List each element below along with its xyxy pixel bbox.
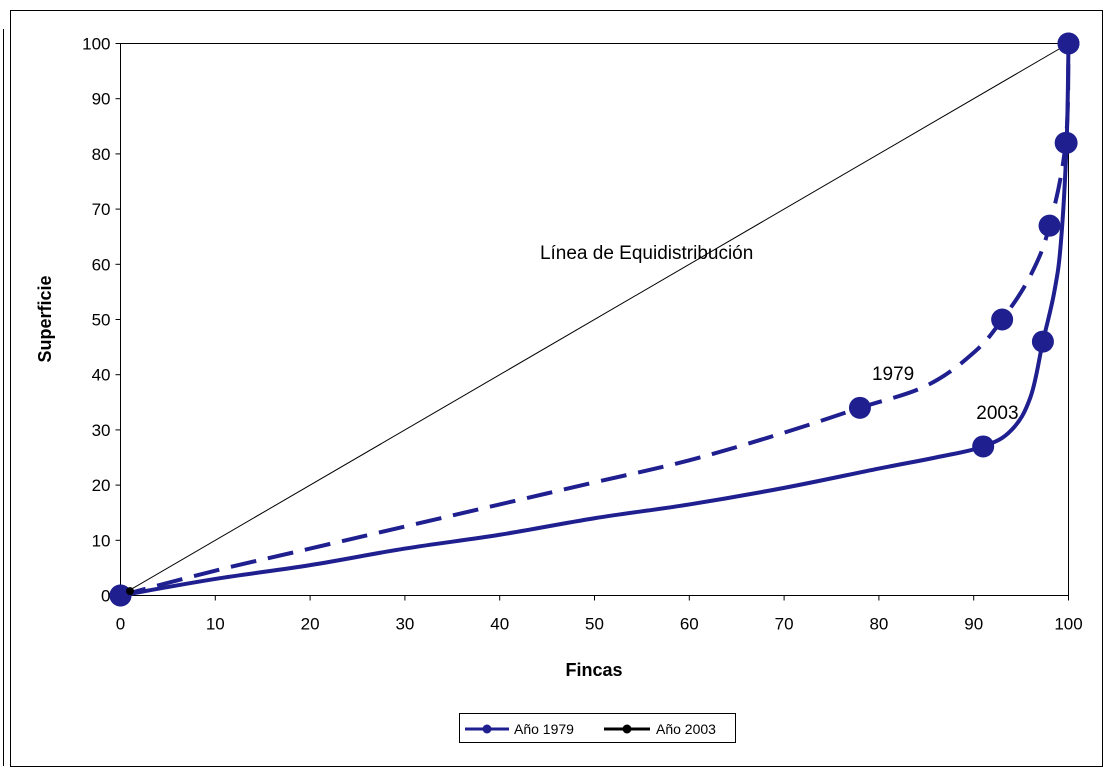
y-tick-label: 60 xyxy=(92,255,111,274)
x-tick-label: 90 xyxy=(964,615,983,634)
legend-marker-2003 xyxy=(622,724,632,734)
legend-marker-1979 xyxy=(482,724,492,734)
x-tick-label: 70 xyxy=(775,615,794,634)
y-axis: 0 10 20 30 40 50 60 70 80 90 100 xyxy=(82,35,121,606)
chart-frame xyxy=(10,10,1103,767)
x-axis-title: Fincas xyxy=(565,660,622,680)
y-tick-label: 10 xyxy=(92,531,111,550)
data-point xyxy=(991,308,1014,331)
x-tick-label: 30 xyxy=(395,615,414,634)
y-tick-label: 100 xyxy=(82,35,110,54)
x-tick-label: 20 xyxy=(301,615,320,634)
y-tick-label: 90 xyxy=(92,90,111,109)
series-line-año-2003 xyxy=(119,43,1071,598)
x-tick-label: 40 xyxy=(490,615,509,634)
series-line-año-1979 xyxy=(120,43,1071,598)
x-tick-label: 50 xyxy=(585,615,604,634)
y-tick-label: 30 xyxy=(92,421,111,440)
x-tick-label: 10 xyxy=(206,615,225,634)
data-point xyxy=(1038,214,1061,237)
data-point xyxy=(1031,330,1054,353)
y-tick-label: 40 xyxy=(92,366,111,385)
x-tick-label: 100 xyxy=(1054,615,1082,634)
y-tick-label: 50 xyxy=(92,311,111,330)
annotation-label: 2003 xyxy=(976,403,1018,424)
data-point xyxy=(1057,32,1080,55)
y-tick-label: 80 xyxy=(92,145,111,164)
data-point xyxy=(1054,131,1077,154)
data-point xyxy=(109,584,132,607)
data-point-origin xyxy=(125,587,134,596)
x-tick-label: 0 xyxy=(116,615,125,634)
y-tick-label: 20 xyxy=(92,476,111,495)
series-layer xyxy=(109,32,1080,607)
x-tick-label: 80 xyxy=(869,615,888,634)
legend-label-1979: Año 1979 xyxy=(514,721,574,737)
y-tick-label: 70 xyxy=(92,200,111,219)
legend: Año 1979 Año 2003 xyxy=(459,713,736,743)
equidistribution-line xyxy=(120,43,1069,596)
y-tick-label: 0 xyxy=(101,587,110,606)
data-point xyxy=(972,435,995,458)
annotation-label: 1979 xyxy=(872,364,914,385)
x-tick-label: 60 xyxy=(680,615,699,634)
x-axis: 0 10 20 30 40 50 60 70 80 90 100 xyxy=(116,595,1083,634)
legend-label-2003: Año 2003 xyxy=(656,721,716,737)
data-point xyxy=(848,396,871,419)
y-axis-title: Superficie xyxy=(35,275,55,362)
